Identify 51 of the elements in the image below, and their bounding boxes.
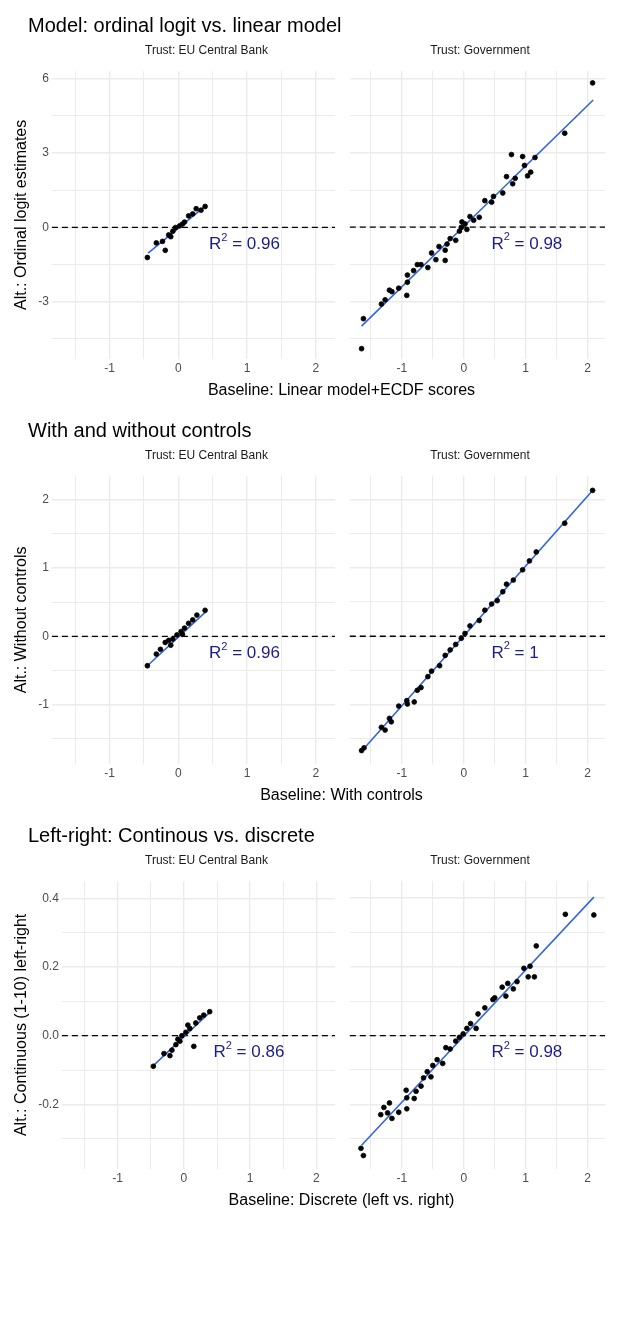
x-tick-label: -1 xyxy=(396,766,408,781)
x-tick-label: 1 xyxy=(522,1171,530,1186)
x-tick-label: -1 xyxy=(104,766,116,781)
chart-subtitle: Trust: EU Central Bank xyxy=(144,448,269,464)
chart-subtitle: Trust: EU Central Bank xyxy=(144,43,269,59)
x-tick-label: 2 xyxy=(313,1171,321,1186)
chart-title: Model: ordinal logit vs. linear model xyxy=(27,13,343,38)
x-tick-label: -1 xyxy=(396,1171,408,1186)
chart-title: With and without controls xyxy=(27,418,253,443)
y-tick-label: 1 xyxy=(42,560,50,575)
x-tick-label: 0 xyxy=(174,766,182,781)
x-tick-label: -1 xyxy=(112,1171,124,1186)
x-tick-label: 1 xyxy=(522,766,530,781)
x-tick-label: 2 xyxy=(584,361,592,376)
y-axis-title: Alt.: Continuous (1-10) left-right xyxy=(12,913,30,1137)
y-tick-label: 3 xyxy=(42,145,50,160)
x-axis-title: Baseline: Linear model+ECDF scores xyxy=(206,381,477,399)
y-tick-label: -1 xyxy=(38,697,50,712)
x-tick-label: 0 xyxy=(460,1171,468,1186)
chart-subtitle: Trust: Government xyxy=(429,448,531,464)
x-tick-label: 0 xyxy=(180,1171,188,1186)
x-tick-label: 1 xyxy=(243,766,251,781)
x-tick-label: 2 xyxy=(312,766,320,781)
x-axis-title: Baseline: Discrete (left vs. right) xyxy=(227,1191,456,1209)
y-tick-label: 0.0 xyxy=(42,1028,60,1043)
y-axis-title: Alt.: Ordinal logit estimates xyxy=(12,119,30,311)
y-tick-label: -3 xyxy=(38,293,50,308)
x-tick-label: 0 xyxy=(460,361,468,376)
x-tick-label: -1 xyxy=(396,361,408,376)
y-tick-label: 0 xyxy=(42,628,50,643)
y-axis-title: Alt.: Without controls xyxy=(12,546,30,694)
x-tick-label: 0 xyxy=(174,361,182,376)
x-tick-label: 1 xyxy=(522,361,530,376)
x-axis-title: Baseline: With controls xyxy=(259,786,424,804)
x-tick-label: 0 xyxy=(460,766,468,781)
y-tick-label: 0.2 xyxy=(42,959,60,974)
chart-title: Left-right: Continous vs. discrete xyxy=(27,823,316,848)
chart-subtitle: Trust: EU Central Bank xyxy=(144,853,269,869)
x-tick-label: -1 xyxy=(104,361,116,376)
y-tick-label: 2 xyxy=(42,491,50,506)
chart-subtitle: Trust: Government xyxy=(429,43,531,59)
y-tick-label: 6 xyxy=(42,70,50,85)
x-tick-label: 1 xyxy=(246,1171,254,1186)
y-tick-label: 0 xyxy=(42,219,50,234)
x-tick-label: 2 xyxy=(584,1171,592,1186)
x-tick-label: 2 xyxy=(584,766,592,781)
chart-subtitle: Trust: Government xyxy=(429,853,531,869)
x-tick-label: 1 xyxy=(243,361,251,376)
y-tick-label: -0.2 xyxy=(38,1096,60,1111)
y-tick-label: 0.4 xyxy=(42,890,60,905)
x-tick-label: 2 xyxy=(312,361,320,376)
